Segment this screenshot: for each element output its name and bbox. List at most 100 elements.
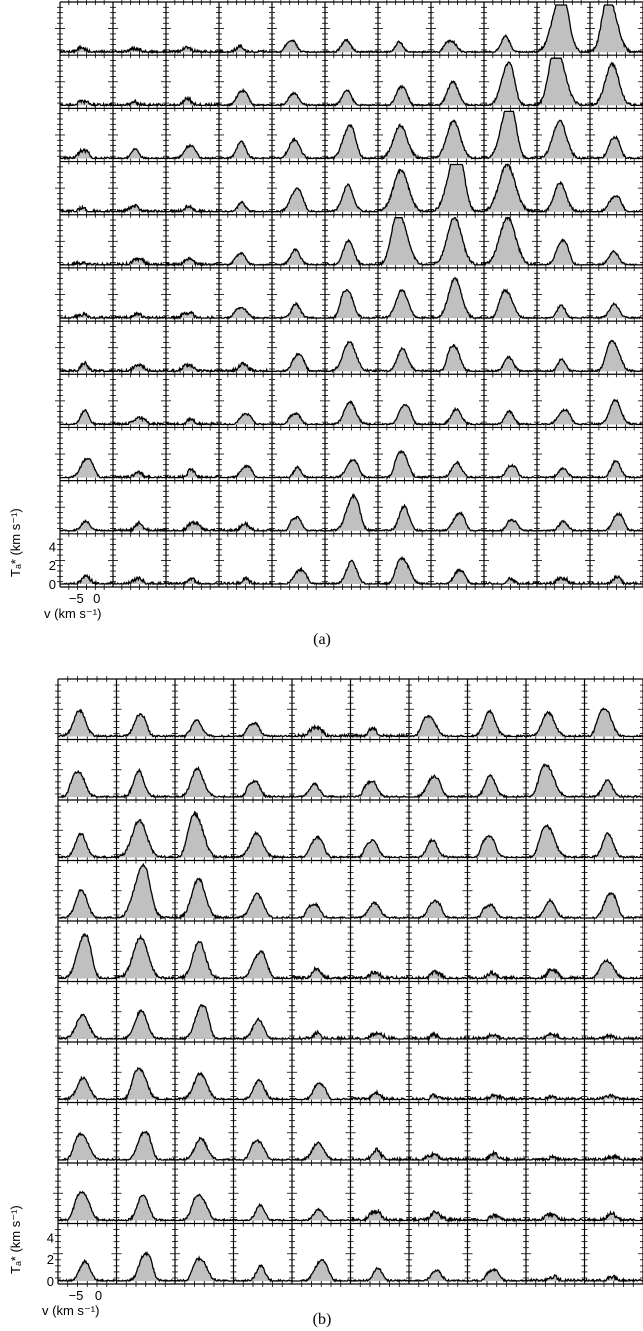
spectrum-fill-r1-c4 [292, 783, 351, 797]
spectrum-fill-r3-c10 [590, 195, 643, 212]
spectrum-fill-r9-c9 [537, 520, 590, 531]
panel-b: 024−5 0v (km s⁻¹)Tₐ* (km s⁻¹)(b) [8, 676, 643, 1328]
spectrum-fill-r0-c7 [431, 40, 484, 53]
spectrum-fill-r1-c3 [233, 780, 292, 797]
spectrum-line-r0-c6 [409, 714, 468, 738]
spectrum-line-r4-c4 [271, 247, 325, 267]
spectrum-fill-r2-c8 [526, 825, 585, 858]
spectrum-line-r0-c0 [59, 44, 114, 55]
spectrum-line-r9-c3 [218, 520, 273, 533]
spectrum-fill-r3-c7 [431, 164, 484, 212]
spectrum-fill-r5-c1 [116, 1010, 175, 1039]
spectrum-fill-r7-c9 [537, 409, 590, 425]
spectrum-fill-r4-c6 [378, 217, 431, 265]
spectrum-line-r9-c4 [291, 1258, 351, 1283]
spectrum-line-r2-c3 [218, 140, 273, 160]
spectrum-fill-r10-c5 [325, 560, 378, 584]
spectrum-line-r2-c7 [467, 834, 526, 859]
spectrum-fill-r2-c8 [484, 111, 537, 159]
spectrum-line-r9-c1 [113, 519, 167, 534]
spectrum-fill-r8-c9 [537, 467, 590, 478]
spectrum-line-r1-c4 [291, 782, 351, 799]
spectrum-fill-r3-c4 [272, 188, 325, 212]
spectrum-fill-r6-c3 [233, 1079, 292, 1100]
spectrum-fill-r0-c9 [537, 5, 590, 53]
x-axis-label: v (km s⁻¹) [42, 1303, 99, 1318]
spectrum-fill-r1-c2 [166, 97, 219, 106]
spectrum-fill-r0-c10 [590, 5, 643, 53]
y-axis-label: Tₐ* (km s⁻¹) [8, 508, 23, 577]
spectrum-fill-r0-c2 [175, 719, 234, 737]
spectrum-fill-r6-c8 [484, 356, 537, 372]
spectrum-line-r6-c5 [324, 340, 379, 373]
spectrum-line-r5-c8 [484, 288, 537, 320]
spectrum-fill-r4-c8 [484, 217, 537, 265]
spectrum-line-r4-c9 [584, 958, 643, 980]
spectrum-line-r2-c10 [589, 135, 643, 160]
spectrum-line-r9-c8 [484, 518, 537, 532]
spectrum-fill-r8-c6 [378, 450, 431, 478]
spectrum-fill-r3-c0 [58, 889, 117, 918]
spectrum-fill-r8-c3 [233, 1204, 292, 1221]
spectrum-line-r3-c2 [165, 203, 220, 214]
spectrum-fill-r9-c5 [350, 1267, 409, 1281]
spectrum-line-r9-c2 [174, 1255, 234, 1283]
spectrum-fill-r8-c2 [166, 468, 219, 478]
spectrum-fill-r6-c6 [378, 348, 431, 372]
spectrum-line-r6-c6 [377, 346, 432, 373]
spectrum-fill-r0-c7 [467, 710, 526, 737]
spectrum-line-r1-c3 [233, 779, 293, 799]
spectrum-line-r8-c1 [112, 470, 167, 480]
spectrum-line-r7-c9 [536, 407, 591, 426]
spectrum-line-r3-c9 [536, 180, 591, 214]
spectrum-fill-r9-c9 [584, 1275, 643, 1281]
spectrum-fill-r2-c0 [60, 149, 113, 159]
spectrum-fill-r7-c4 [292, 1142, 351, 1160]
spectrum-line-r3-c10 [589, 194, 643, 214]
spectrum-fill-r1-c3 [219, 89, 272, 106]
spectrum-fill-r3-c2 [175, 878, 234, 918]
spectrum-fill-r8-c3 [219, 465, 272, 478]
spectrum-line-r8-c0 [60, 457, 114, 479]
spectrum-fill-r1-c0 [58, 771, 117, 797]
spectrum-fill-r7-c0 [60, 409, 113, 425]
spectrum-fill-r2-c6 [378, 124, 431, 159]
spectrum-fill-r3-c7 [467, 904, 526, 918]
spectrum-fill-r7-c0 [58, 1133, 117, 1160]
spectrum-fill-r2-c5 [350, 839, 409, 858]
spectrum-line-r2-c3 [233, 830, 293, 859]
spectrum-fill-r0-c0 [58, 709, 117, 737]
spectrum-line-r3-c3 [233, 892, 293, 919]
spectrum-fill-r8-c4 [292, 1208, 351, 1221]
spectrum-line-r2-c7 [430, 119, 485, 160]
panel-a: 024−5 0v (km s⁻¹)Tₐ* (km s⁻¹)(a) [8, 0, 643, 648]
spectrum-line-r9-c9 [536, 519, 591, 532]
spectrum-fill-r5-c6 [378, 289, 431, 319]
spectrum-fill-r4-c4 [272, 249, 325, 265]
spectrum-fill-r9-c7 [467, 1269, 526, 1281]
spectrum-fill-r1-c8 [484, 62, 537, 106]
spectrum-fill-r7-c10 [590, 399, 643, 425]
spectrum-fill-r5-c0 [58, 1014, 117, 1039]
y-tick-label: 4 [49, 539, 56, 554]
spectrum-line-r5-c6 [377, 288, 431, 320]
spectrum-fill-r1-c9 [584, 779, 643, 797]
spectrum-fill-r9-c4 [292, 1259, 351, 1281]
spectrum-fill-r8-c8 [526, 1213, 585, 1221]
spectrum-line-r8-c7 [467, 1212, 527, 1223]
spectrum-line-r6-c2 [174, 1071, 234, 1102]
spectrum-fill-r4-c10 [590, 250, 643, 265]
spectrum-line-r3-c2 [174, 877, 235, 921]
spectrum-line-r8-c7 [430, 460, 484, 479]
spectrum-line-r2-c1 [115, 818, 175, 859]
x-tick-label: −5 [69, 1288, 84, 1303]
spectrum-line-r7-c7 [467, 1149, 526, 1162]
spectrum-line-r10-c3 [219, 575, 273, 586]
spectrum-fill-r6-c1 [116, 1068, 175, 1100]
spectrum-line-r4-c6 [408, 969, 469, 981]
spectrum-fill-r3-c6 [409, 900, 468, 918]
spectrum-line-r10-c6 [377, 555, 431, 586]
spectrum-fill-r6-c5 [350, 1091, 409, 1100]
spectrum-fill-r2-c4 [292, 836, 351, 858]
spectrum-fill-r10-c2 [166, 577, 219, 584]
